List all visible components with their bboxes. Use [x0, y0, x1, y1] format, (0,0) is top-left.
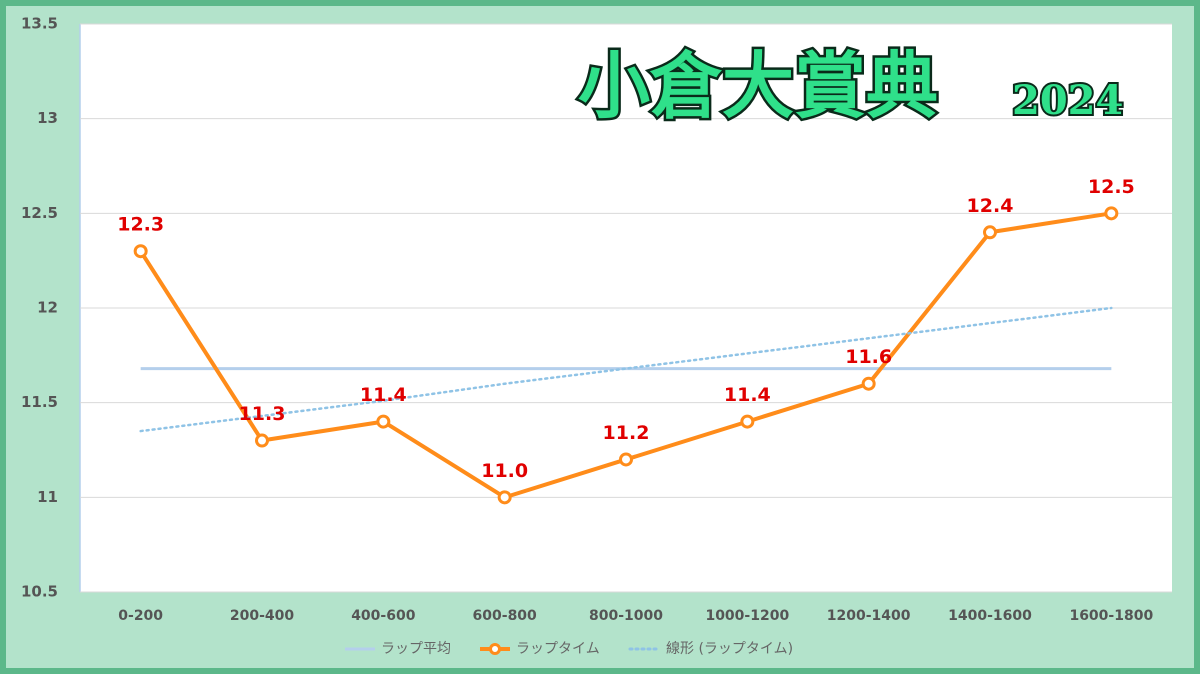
line-marker — [619, 452, 633, 467]
data-label: 11.0 — [481, 460, 528, 482]
legend-label: ラップ平均 — [381, 641, 451, 657]
x-tick-label: 1600-1800 — [1069, 608, 1153, 624]
x-tick-label: 1000-1200 — [705, 608, 789, 624]
chart-subtitle: 2024 — [1012, 77, 1123, 124]
line-marker — [255, 433, 269, 448]
line-marker — [133, 244, 148, 259]
chart-title: 小倉大賞典 — [578, 43, 938, 128]
x-tick-label: 400-600 — [351, 608, 416, 624]
line-marker — [1104, 206, 1119, 221]
data-label: 11.6 — [845, 346, 892, 368]
data-label: 11.4 — [724, 384, 771, 406]
data-label: 11.4 — [360, 384, 407, 406]
series-line — [139, 306, 1113, 433]
x-tick-label: 0-200 — [118, 608, 163, 624]
data-label: 12.5 — [1088, 176, 1135, 198]
y-tick-label: 12 — [37, 299, 58, 317]
data-label: 11.3 — [239, 403, 286, 425]
legend-marker — [489, 643, 501, 655]
line-marker — [376, 414, 391, 429]
y-tick-label: 10.5 — [21, 583, 58, 601]
data-label: 12.4 — [967, 195, 1014, 217]
y-tick-label: 11.5 — [21, 393, 58, 411]
x-tick-label: 1400-1600 — [948, 608, 1032, 624]
data-label: 12.3 — [117, 214, 164, 236]
y-tick-label: 11 — [37, 488, 58, 506]
x-tick-label: 800-1000 — [589, 608, 663, 624]
legend-label: ラップタイム — [516, 641, 600, 657]
x-tick-label: 200-400 — [230, 608, 295, 624]
line-marker — [983, 225, 997, 240]
y-tick-label: 12.5 — [21, 204, 58, 222]
legend-label: 線形 (ラップタイム) — [666, 641, 793, 657]
y-tick-label: 13.5 — [21, 15, 58, 33]
line-marker — [740, 414, 755, 429]
line-marker — [861, 376, 876, 391]
x-tick-label: 1200-1400 — [827, 608, 911, 624]
data-label: 11.2 — [603, 422, 650, 444]
line-marker — [497, 490, 512, 505]
x-tick-label: 600-800 — [473, 608, 538, 624]
y-tick-label: 13 — [37, 109, 58, 127]
